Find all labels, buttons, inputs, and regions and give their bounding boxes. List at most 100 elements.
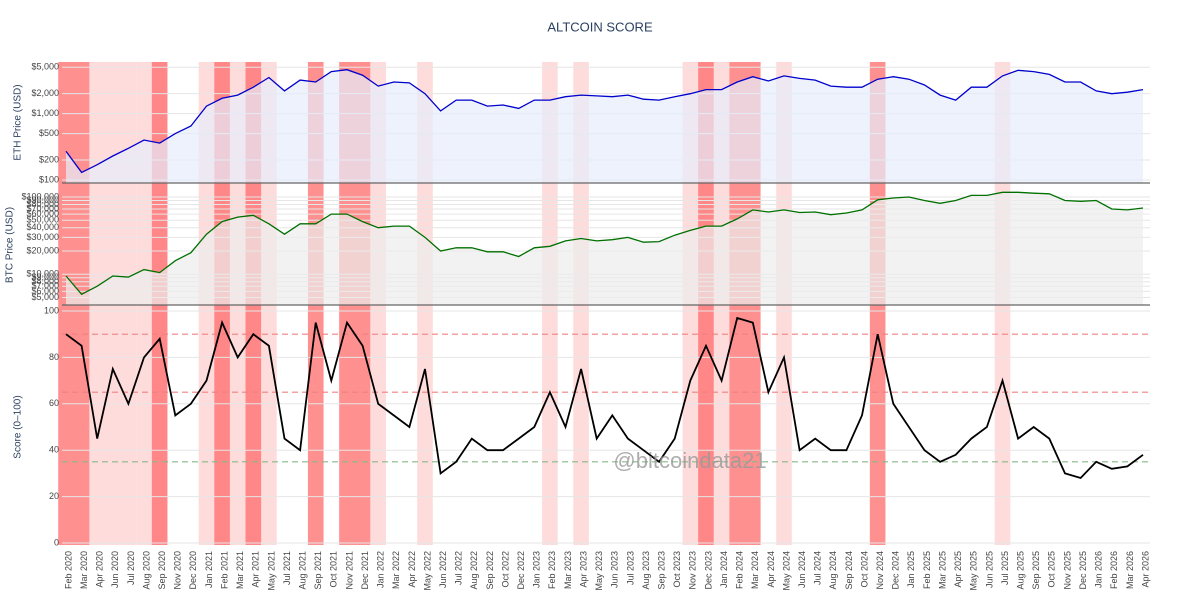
x-tick-label: Dec 2020 bbox=[188, 551, 198, 590]
x-tick-label: Dec 2025 bbox=[1078, 551, 1088, 590]
y-tick-label: $5,000 bbox=[31, 62, 59, 72]
x-tick-label: Jun 2020 bbox=[110, 551, 120, 588]
x-tick-label: Sep 2024 bbox=[844, 551, 854, 590]
x-tick-label: Mar 2020 bbox=[79, 551, 89, 589]
y-axis-label: ETH Price (USD) bbox=[13, 84, 24, 160]
x-tick-label: Jan 2023 bbox=[532, 551, 542, 588]
y-tick-label: $80,000 bbox=[26, 199, 59, 209]
x-tick-label: Feb 2024 bbox=[735, 551, 745, 589]
x-tick-label: Feb 2023 bbox=[547, 551, 557, 589]
x-tick-label: Jan 2026 bbox=[1094, 551, 1104, 588]
x-tick-label: Dec 2021 bbox=[360, 551, 370, 590]
y-tick-label: $70,000 bbox=[26, 203, 59, 213]
x-tick-label: May 2023 bbox=[594, 551, 604, 591]
x-tick-label: Jul 2020 bbox=[126, 551, 136, 585]
watermark: @bitcoindata21 bbox=[613, 448, 766, 473]
y-tick-label: $100,000 bbox=[21, 191, 59, 201]
y-axis-label: BTC Price (USD) bbox=[5, 207, 16, 283]
y-tick-label: $90,000 bbox=[26, 195, 59, 205]
x-tick-label: Apr 2024 bbox=[766, 551, 776, 588]
x-tick-label: Aug 2022 bbox=[469, 551, 479, 590]
x-tick-label: Oct 2024 bbox=[859, 551, 869, 588]
x-tick-label: Feb 2020 bbox=[63, 551, 73, 589]
y-tick-label: $50,000 bbox=[26, 215, 59, 225]
y-tick-label: $7,000 bbox=[31, 281, 59, 291]
x-tick-label: Jul 2023 bbox=[625, 551, 635, 585]
x-tick-label: Apr 2022 bbox=[407, 551, 417, 588]
x-tick-label: Jun 2024 bbox=[797, 551, 807, 588]
y-tick-label: $6,000 bbox=[31, 286, 59, 296]
area bbox=[66, 69, 1143, 183]
x-tick-label: Jul 2022 bbox=[454, 551, 464, 585]
y-tick-label: $8,000 bbox=[31, 276, 59, 286]
x-tick-label: Jan 2025 bbox=[906, 551, 916, 588]
x-tick-label: Apr 2023 bbox=[578, 551, 588, 588]
x-tick-label: Jul 2025 bbox=[1000, 551, 1010, 585]
x-tick-label: Dec 2024 bbox=[891, 551, 901, 590]
x-tick-label: Feb 2025 bbox=[922, 551, 932, 589]
area bbox=[66, 192, 1143, 305]
y-tick-label: $500 bbox=[39, 128, 59, 138]
y-tick-label: $30,000 bbox=[26, 232, 59, 242]
x-tick-label: Oct 2021 bbox=[329, 551, 339, 588]
x-tick-label: Nov 2025 bbox=[1062, 551, 1072, 590]
y-tick-label: $20,000 bbox=[26, 245, 59, 255]
x-tick-label: Jun 2023 bbox=[610, 551, 620, 588]
y-tick-label: $10,000 bbox=[26, 269, 59, 279]
x-tick-label: Apr 2021 bbox=[251, 551, 261, 588]
x-tick-label: Nov 2024 bbox=[875, 551, 885, 590]
x-tick-label: Aug 2023 bbox=[641, 551, 651, 590]
chart-title: ALTCOIN SCORE bbox=[547, 19, 653, 34]
x-tick-label: Jan 2024 bbox=[719, 551, 729, 588]
y-tick-label: 40 bbox=[49, 445, 59, 455]
y-tick-label: 60 bbox=[49, 398, 59, 408]
x-tick-label: Sep 2025 bbox=[1031, 551, 1041, 590]
y-tick-label: $1,000 bbox=[31, 108, 59, 118]
x-tick-label: May 2022 bbox=[422, 551, 432, 591]
y-axis-label: Score (0–100) bbox=[13, 395, 24, 458]
y-tick-label: $40,000 bbox=[26, 222, 59, 232]
x-tick-label: Sep 2021 bbox=[313, 551, 323, 590]
y-tick-label: 80 bbox=[49, 352, 59, 362]
line bbox=[65, 191, 1144, 296]
x-tick-label: Mar 2021 bbox=[235, 551, 245, 589]
x-tick-label: Jan 2022 bbox=[376, 551, 386, 588]
x-tick-label: Mar 2022 bbox=[391, 551, 401, 589]
x-tick-label: Apr 2020 bbox=[95, 551, 105, 588]
x-tick-label: Nov 2020 bbox=[173, 551, 183, 590]
x-tick-label: Oct 2025 bbox=[1047, 551, 1057, 588]
x-tick-label: Apr 2026 bbox=[1140, 551, 1150, 588]
x-tick-label: Mar 2024 bbox=[750, 551, 760, 589]
x-tick-label: Mar 2026 bbox=[1125, 551, 1135, 589]
x-tick-label: Feb 2026 bbox=[1109, 551, 1119, 589]
x-tick-label: Dec 2022 bbox=[516, 551, 526, 590]
x-tick-label: Jul 2024 bbox=[813, 551, 823, 585]
x-tick-label: Jul 2021 bbox=[282, 551, 292, 585]
x-tick-label: Oct 2022 bbox=[500, 551, 510, 588]
y-tick-label: 0 bbox=[54, 537, 59, 547]
y-tick-label: $2,000 bbox=[31, 88, 59, 98]
y-tick-label: 20 bbox=[49, 491, 59, 501]
y-tick-label: $5,000 bbox=[31, 292, 59, 302]
x-tick-label: Jun 2025 bbox=[984, 551, 994, 588]
x-tick-label: May 2021 bbox=[266, 551, 276, 591]
line bbox=[65, 316, 1144, 480]
x-tick-label: Sep 2020 bbox=[157, 551, 167, 590]
x-tick-label: May 2025 bbox=[969, 551, 979, 591]
y-tick-label: $200 bbox=[39, 154, 59, 164]
x-tick-label: Aug 2025 bbox=[1016, 551, 1026, 590]
line bbox=[65, 69, 1144, 174]
x-tick-label: Feb 2021 bbox=[219, 551, 229, 589]
x-tick-label: May 2024 bbox=[781, 551, 791, 591]
y-tick-label: 100 bbox=[44, 305, 59, 315]
x-tick-label: Oct 2023 bbox=[672, 551, 682, 588]
y-tick-label: $9,000 bbox=[31, 272, 59, 282]
x-tick-label: Sep 2023 bbox=[657, 551, 667, 590]
x-tick-label: Mar 2023 bbox=[563, 551, 573, 589]
y-tick-label: $100 bbox=[39, 174, 59, 184]
x-tick-label: Jun 2022 bbox=[438, 551, 448, 588]
x-tick-label: Mar 2025 bbox=[937, 551, 947, 589]
x-tick-label: Aug 2021 bbox=[298, 551, 308, 590]
